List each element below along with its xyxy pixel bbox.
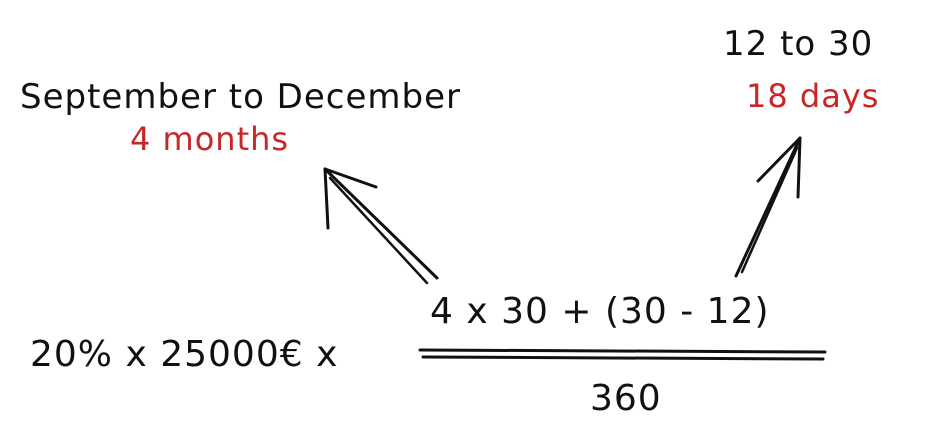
right-annotation-caption: 12 to 30	[723, 24, 874, 64]
left-arrow-shaft-sketch	[328, 176, 429, 285]
equation-denominator: 360	[590, 378, 662, 419]
left-arrow-head	[323, 167, 378, 230]
left-annotation-value: 4 months	[130, 120, 290, 158]
equation-left-term: 20% x 25000€ x	[30, 334, 339, 375]
right-arrow-shaft-sketch	[740, 146, 799, 274]
fraction-bar	[418, 348, 827, 354]
equation-numerator: 4 x 30 + (30 - 12)	[430, 291, 770, 332]
right-arrow-head	[756, 136, 802, 199]
right-arrow-shaft	[734, 136, 802, 278]
left-arrow-shaft	[323, 167, 439, 280]
fraction-bar-shadow	[421, 355, 825, 361]
left-annotation-caption: September to December	[20, 77, 461, 117]
right-annotation-value: 18 days	[746, 77, 880, 115]
